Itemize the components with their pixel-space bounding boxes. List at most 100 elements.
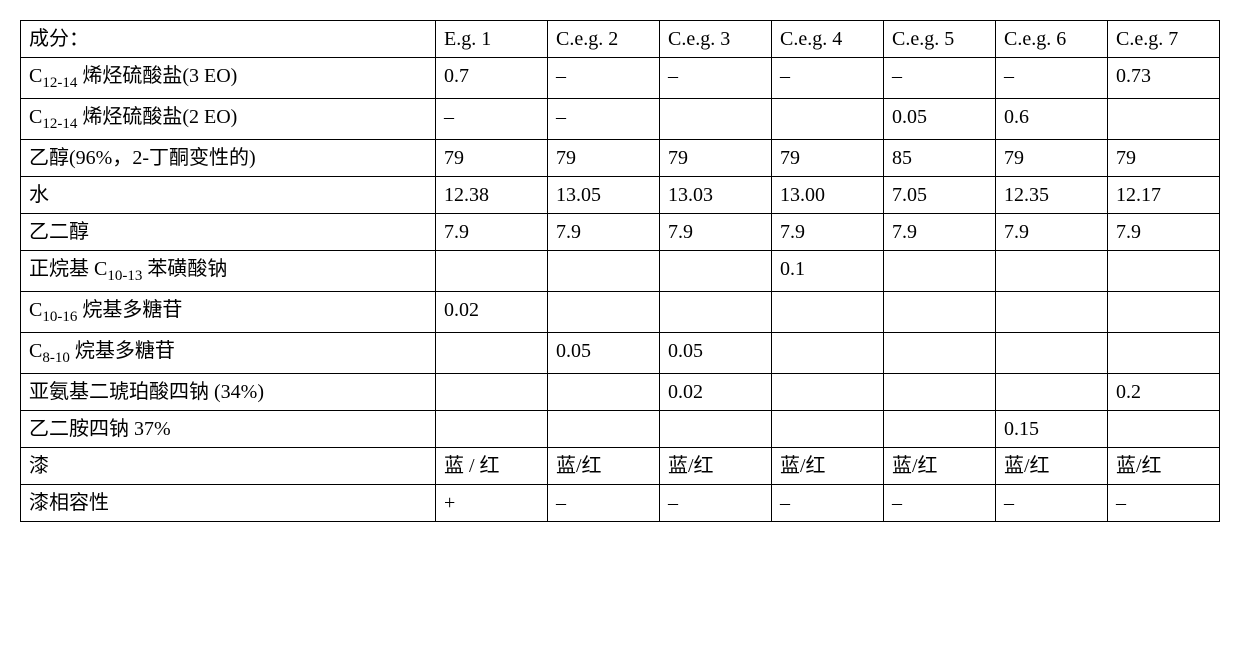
data-cell: 79: [660, 140, 772, 177]
data-cell: 0.05: [548, 333, 660, 374]
data-cell: 7.9: [772, 214, 884, 251]
data-cell: 12.17: [1108, 177, 1220, 214]
data-cell: [996, 374, 1108, 411]
data-cell: [548, 411, 660, 448]
data-cell: [436, 411, 548, 448]
data-cell: 7.9: [548, 214, 660, 251]
column-header: C.e.g. 7: [1108, 21, 1220, 58]
data-cell: 79: [436, 140, 548, 177]
row-label-cell: 乙醇(96%，2-丁酮变性的): [21, 140, 436, 177]
data-cell: –: [548, 58, 660, 99]
data-cell: 0.7: [436, 58, 548, 99]
data-cell: –: [660, 58, 772, 99]
data-cell: [884, 292, 996, 333]
data-cell: 0.05: [660, 333, 772, 374]
row-label-cell: 漆: [21, 448, 436, 485]
table-header-row: 成分：E.g. 1C.e.g. 2C.e.g. 3C.e.g. 4C.e.g. …: [21, 21, 1220, 58]
data-cell: [884, 374, 996, 411]
data-cell: [996, 333, 1108, 374]
table-row: 水12.3813.0513.0313.007.0512.3512.17: [21, 177, 1220, 214]
data-cell: [436, 374, 548, 411]
data-cell: [884, 333, 996, 374]
table-row: C12-14 烯烃硫酸盐(2 EO)––0.050.6: [21, 99, 1220, 140]
data-cell: [772, 411, 884, 448]
row-label-cell: C12-14 烯烃硫酸盐(3 EO): [21, 58, 436, 99]
data-cell: [660, 251, 772, 292]
data-cell: 7.05: [884, 177, 996, 214]
table-row: 漆蓝 / 红蓝/红蓝/红蓝/红蓝/红蓝/红蓝/红: [21, 448, 1220, 485]
data-cell: 13.03: [660, 177, 772, 214]
table-body: 成分：E.g. 1C.e.g. 2C.e.g. 3C.e.g. 4C.e.g. …: [21, 21, 1220, 522]
data-cell: –: [548, 99, 660, 140]
data-cell: 0.73: [1108, 58, 1220, 99]
data-cell: [772, 333, 884, 374]
data-cell: 蓝 / 红: [436, 448, 548, 485]
data-cell: 0.6: [996, 99, 1108, 140]
data-cell: 13.00: [772, 177, 884, 214]
data-cell: –: [884, 58, 996, 99]
data-cell: [884, 411, 996, 448]
data-cell: 7.9: [660, 214, 772, 251]
data-cell: [548, 251, 660, 292]
data-cell: 7.9: [1108, 214, 1220, 251]
column-header: C.e.g. 6: [996, 21, 1108, 58]
data-cell: [1108, 99, 1220, 140]
data-cell: –: [772, 485, 884, 522]
row-label-cell: C12-14 烯烃硫酸盐(2 EO): [21, 99, 436, 140]
data-cell: –: [548, 485, 660, 522]
column-header: E.g. 1: [436, 21, 548, 58]
composition-table: 成分：E.g. 1C.e.g. 2C.e.g. 3C.e.g. 4C.e.g. …: [20, 20, 1220, 522]
data-cell: 蓝/红: [660, 448, 772, 485]
data-cell: 0.2: [1108, 374, 1220, 411]
data-cell: 79: [772, 140, 884, 177]
row-label-cell: 正烷基 C10-13 苯磺酸钠: [21, 251, 436, 292]
table-row: 乙二胺四钠 37%0.15: [21, 411, 1220, 448]
data-cell: 0.02: [660, 374, 772, 411]
row-label-cell: C8-10 烷基多糖苷: [21, 333, 436, 374]
data-cell: [1108, 411, 1220, 448]
data-cell: 7.9: [996, 214, 1108, 251]
data-cell: 0.02: [436, 292, 548, 333]
data-cell: [1108, 333, 1220, 374]
row-label-cell: C10-16 烷基多糖苷: [21, 292, 436, 333]
data-cell: [436, 333, 548, 374]
data-cell: 7.9: [884, 214, 996, 251]
data-cell: 12.38: [436, 177, 548, 214]
data-cell: 85: [884, 140, 996, 177]
column-header: C.e.g. 4: [772, 21, 884, 58]
table-row: 亚氨基二琥珀酸四钠 (34%) 0.02 0.2: [21, 374, 1220, 411]
column-header: C.e.g. 2: [548, 21, 660, 58]
data-cell: 0.15: [996, 411, 1108, 448]
data-cell: +: [436, 485, 548, 522]
data-cell: [772, 99, 884, 140]
data-cell: [660, 99, 772, 140]
table-row: 正烷基 C10-13 苯磺酸钠 0.1: [21, 251, 1220, 292]
data-cell: –: [996, 58, 1108, 99]
column-header: C.e.g. 5: [884, 21, 996, 58]
row-label-cell: 水: [21, 177, 436, 214]
row-label-cell: 乙二醇: [21, 214, 436, 251]
column-header: C.e.g. 3: [660, 21, 772, 58]
data-cell: 13.05: [548, 177, 660, 214]
table-row: C8-10 烷基多糖苷 0.050.05: [21, 333, 1220, 374]
data-cell: –: [660, 485, 772, 522]
table-row: C10-16 烷基多糖苷0.02: [21, 292, 1220, 333]
data-cell: [772, 292, 884, 333]
data-cell: 0.05: [884, 99, 996, 140]
data-cell: [548, 374, 660, 411]
row-label-cell: 漆相容性: [21, 485, 436, 522]
data-cell: 79: [548, 140, 660, 177]
data-cell: 79: [1108, 140, 1220, 177]
data-cell: [996, 251, 1108, 292]
data-cell: 蓝/红: [884, 448, 996, 485]
data-cell: [660, 411, 772, 448]
data-cell: [660, 292, 772, 333]
data-cell: 0.1: [772, 251, 884, 292]
data-cell: 79: [996, 140, 1108, 177]
data-cell: [1108, 251, 1220, 292]
data-cell: [436, 251, 548, 292]
table-row: C12-14 烯烃硫酸盐(3 EO)0.7–––––0.73: [21, 58, 1220, 99]
data-cell: 蓝/红: [548, 448, 660, 485]
data-cell: [996, 292, 1108, 333]
row-label-cell: 亚氨基二琥珀酸四钠 (34%): [21, 374, 436, 411]
